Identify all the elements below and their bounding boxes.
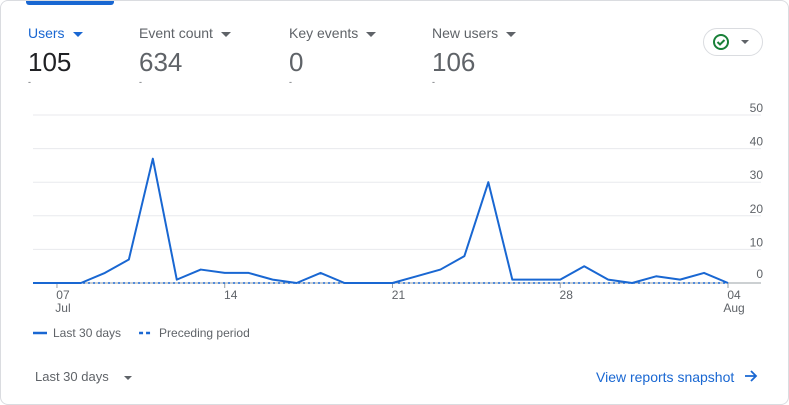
metric-sub: - [432, 77, 435, 87]
metric-label: New users [432, 25, 516, 41]
x-tick-line: 07 [56, 288, 70, 302]
metric-sub: - [139, 77, 142, 87]
dropdown-arrow [124, 375, 133, 380]
metric-label: Users [28, 25, 83, 41]
metric-label: Key events [289, 25, 376, 41]
metric-tab[interactable]: Users 105- [28, 25, 83, 87]
y-tick-label: 20 [750, 202, 764, 216]
x-tick-label: 21 [392, 288, 406, 302]
arrow-icon [745, 370, 758, 382]
legend-label: Preceding period [159, 326, 250, 340]
metric-value: 106 [432, 47, 476, 77]
status-icon [713, 34, 749, 50]
y-tick-label: 10 [750, 235, 764, 249]
chart: 0 10 20 30 40 50 07 Jul 14 21 28 04 Aug Last 30 days P… [33, 101, 764, 340]
snapshot-link[interactable]: View reports snapshot [596, 369, 758, 385]
x-tick-label: 28 [560, 288, 574, 302]
x-tick-line: 28 [560, 288, 574, 302]
metric-tab[interactable]: Key events 0- [289, 25, 376, 87]
metric-sub: - [28, 77, 31, 87]
x-tick-line: 04 [727, 288, 741, 302]
metric-sub: - [289, 77, 292, 87]
y-tick-label: 0 [756, 267, 763, 281]
metric-tab[interactable]: Event count 634- [139, 25, 231, 87]
y-tick-label: 30 [750, 168, 764, 182]
range-dropdown[interactable]: Last 30 days [35, 369, 133, 384]
metric-value: 105 [28, 47, 72, 77]
x-tick-line: Aug [723, 301, 744, 315]
series-line [33, 157, 729, 284]
x-tick-line: 14 [224, 288, 238, 302]
x-tick-line: 21 [392, 288, 406, 302]
x-tick-label: 07 Jul [55, 288, 70, 315]
metric-tab[interactable]: New users 106- [432, 25, 516, 87]
metric-value: 634 [139, 47, 183, 77]
y-tick-label: 50 [750, 101, 764, 115]
link-label: View reports snapshot [596, 369, 735, 385]
status-button[interactable] [703, 28, 763, 56]
x-tick-label: 04 Aug [723, 288, 744, 315]
x-tick-label: 14 [224, 288, 238, 302]
x-tick-line: Jul [55, 301, 70, 315]
legend-label: Last 30 days [53, 326, 121, 340]
y-tick-label: 40 [750, 135, 764, 149]
metric-label: Event count [139, 25, 231, 41]
range-label: Last 30 days [35, 369, 109, 384]
metric-value: 0 [289, 47, 304, 77]
selected-tab-indicator [26, 1, 114, 5]
